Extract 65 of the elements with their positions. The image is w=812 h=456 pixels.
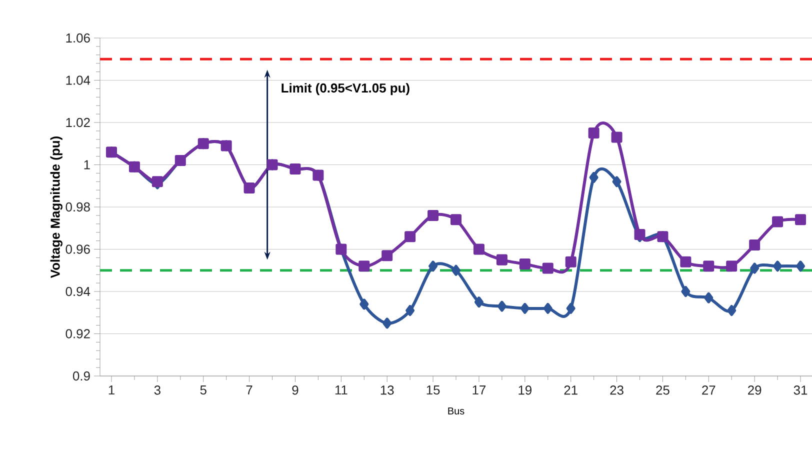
- point: [750, 262, 760, 274]
- x-tick-label: 7: [246, 386, 252, 394]
- point: [360, 298, 369, 310]
- point: [589, 172, 598, 183]
- point: [497, 300, 506, 312]
- annotation: Limit (0.95<V1.05 pu): [282, 83, 410, 96]
- point: [406, 305, 415, 316]
- x-tick-label: 27: [702, 386, 716, 395]
- x-tick-label: 29: [748, 386, 762, 395]
- x-tick-label: 1: [108, 386, 114, 394]
- point: [382, 318, 392, 329]
- y-tick-label: 1.02: [66, 118, 90, 128]
- x-tick-label: 21: [564, 386, 578, 395]
- point: [473, 244, 484, 255]
- point: [611, 132, 622, 143]
- point: [566, 302, 576, 314]
- point: [450, 214, 462, 226]
- point: [382, 250, 393, 262]
- point: [542, 262, 554, 274]
- point: [680, 256, 692, 268]
- point: [496, 254, 508, 266]
- x-tick-label: 25: [656, 386, 670, 395]
- point: [727, 305, 736, 316]
- x-tick-label: 31: [794, 386, 808, 395]
- x-tick-label: 11: [335, 386, 348, 394]
- point: [612, 176, 622, 188]
- point: [795, 214, 806, 226]
- y-tick-label: 1: [84, 160, 90, 170]
- x-tick-label: 17: [472, 386, 486, 394]
- point: [519, 258, 530, 270]
- y-tick-label: 0.9: [72, 371, 90, 381]
- point: [749, 240, 760, 251]
- y-tick-label: 1.06: [66, 33, 90, 43]
- point: [358, 260, 370, 272]
- point: [772, 216, 784, 228]
- point: [773, 260, 782, 272]
- point: [588, 128, 600, 139]
- y-axis-title: Voltage Magnitude (pu): [50, 136, 62, 278]
- x-axis-title: Bus: [448, 408, 464, 414]
- point: [565, 256, 576, 268]
- x-tick-label: 23: [610, 386, 624, 395]
- y-tick-label: 0.96: [66, 244, 90, 254]
- point: [796, 260, 806, 272]
- point: [428, 260, 438, 272]
- point: [452, 264, 461, 276]
- point: [543, 302, 552, 314]
- point: [681, 286, 690, 297]
- point: [520, 302, 530, 314]
- y-tick-label: 0.92: [66, 329, 90, 338]
- x-tick-label: 15: [426, 386, 440, 395]
- point: [704, 292, 714, 304]
- x-tick-label: 13: [380, 386, 394, 395]
- point: [404, 231, 416, 242]
- y-tick-label: 0.94: [66, 286, 90, 296]
- x-tick-label: 19: [518, 386, 532, 395]
- y-tick-label: 0.98: [66, 202, 90, 212]
- y-tick-label: 1.04: [66, 76, 90, 85]
- point: [726, 260, 738, 272]
- point: [428, 210, 439, 221]
- x-tick-label: 3: [154, 386, 160, 395]
- point: [474, 296, 484, 308]
- point: [703, 260, 714, 272]
- point: [634, 228, 646, 240]
- x-tick-label: 9: [292, 386, 298, 395]
- x-tick-label: 5: [200, 386, 206, 395]
